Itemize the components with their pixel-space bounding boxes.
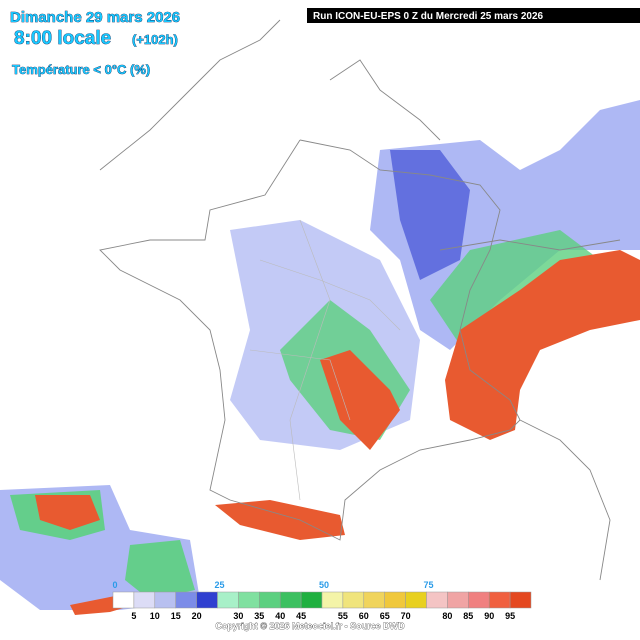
minor-tick-label: 85 <box>463 611 473 621</box>
scale-box <box>238 591 260 609</box>
scale-box <box>488 591 511 609</box>
scale-box <box>384 591 406 609</box>
scale-box <box>196 591 218 609</box>
scale-box <box>321 591 344 609</box>
scale-box <box>217 591 239 609</box>
scale-box <box>133 591 156 609</box>
scale-box <box>363 591 385 609</box>
lead-time: (+102h) <box>132 32 178 47</box>
minor-tick-label: 30 <box>233 611 243 621</box>
color-scale: 0 25 50 75 5 10 15 20 30 35 40 45 55 60 65 70 80 85 90 95 <box>112 580 532 621</box>
major-tick-label: 50 <box>319 580 329 590</box>
minor-tick-label: 90 <box>484 611 494 621</box>
scale-box <box>112 591 135 609</box>
scale-box <box>426 591 448 609</box>
minor-tick-label: 20 <box>192 611 202 621</box>
minor-tick-label: 95 <box>505 611 515 621</box>
scale-box <box>468 591 490 609</box>
probability-field <box>0 100 640 615</box>
major-tick-label: 0 <box>112 580 117 590</box>
scale-box <box>342 591 365 609</box>
minor-tick-label: 10 <box>150 611 160 621</box>
minor-tick-label: 35 <box>254 611 264 621</box>
minor-tick-label: 5 <box>131 611 136 621</box>
minor-tick-label: 60 <box>359 611 369 621</box>
major-tick-label: 25 <box>214 580 224 590</box>
scale-box <box>175 591 197 609</box>
scale-box <box>300 591 323 609</box>
scale-box <box>259 591 281 609</box>
date: Dimanche 29 mars 2026 <box>10 9 180 26</box>
scale-box <box>509 591 532 609</box>
major-tick-label: 75 <box>423 580 433 590</box>
minor-tick-label: 45 <box>296 611 306 621</box>
scale-box <box>154 591 176 609</box>
minor-tick-label: 80 <box>442 611 452 621</box>
parameter: Température < 0°C (%) <box>12 62 150 77</box>
copyright: Copyright © 2026 Meteociel.fr - Source D… <box>215 621 405 631</box>
local-time: 8:00 locale <box>14 28 111 49</box>
minor-tick-label: 70 <box>401 611 411 621</box>
minor-tick-label: 65 <box>380 611 390 621</box>
minor-tick-label: 15 <box>171 611 181 621</box>
scale-box <box>447 591 469 609</box>
run-info: Run ICON-EU-EPS 0 Z du Mercredi 25 mars … <box>313 11 544 22</box>
scale-box <box>405 591 427 609</box>
scale-box <box>279 591 302 609</box>
minor-tick-label: 55 <box>338 611 348 621</box>
run-bar <box>307 8 640 23</box>
borders <box>99 19 621 581</box>
minor-tick-label: 40 <box>275 611 285 621</box>
